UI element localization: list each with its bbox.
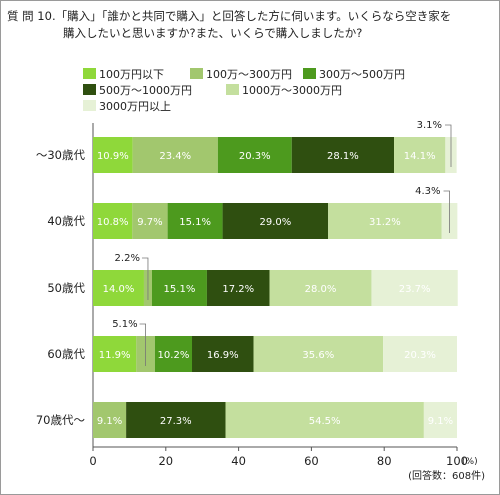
bar-segment: [93, 336, 137, 372]
bar-segment: [441, 203, 458, 239]
bar-segment: [217, 137, 292, 173]
x-tick-label: 80: [377, 454, 392, 468]
bar-segment: [93, 402, 127, 438]
legend-label: 300万～500万円: [319, 68, 405, 81]
data-label: 17.2%: [222, 284, 254, 295]
callout-leader-line: [443, 190, 450, 233]
callout-label: 4.3%: [415, 186, 440, 197]
data-label: 10.8%: [97, 217, 129, 228]
response-count-note: (回答数：608件): [408, 469, 485, 482]
bar-segment: [93, 137, 133, 173]
data-label: 9.1%: [97, 416, 122, 427]
bar-segment: [225, 402, 424, 438]
legend-label: 1000万～3000万円: [242, 84, 342, 97]
bar-segment: [383, 336, 457, 372]
category-label: 50歳代: [47, 281, 85, 295]
data-label: 23.7%: [399, 284, 431, 295]
bar-segment: [394, 137, 446, 173]
bar-segment: [291, 137, 395, 173]
bar-segment: [269, 270, 372, 306]
legend-label: 500万～1000万円: [99, 84, 192, 97]
legend-swatch: [190, 68, 203, 79]
bar-segment: [371, 270, 458, 306]
legend-swatch: [303, 68, 316, 79]
data-label: 35.6%: [302, 350, 334, 361]
legend-item: 500万～1000万円: [83, 84, 192, 97]
legend-item: 1000万～3000万円: [226, 84, 342, 97]
legend-label: 100万～300万円: [206, 68, 292, 81]
data-label: 16.9%: [207, 350, 239, 361]
data-label: 10.2%: [158, 350, 190, 361]
data-label: 14.0%: [103, 284, 135, 295]
bar-segment: [445, 137, 457, 173]
bar-segment: [222, 203, 329, 239]
data-label: 15.1%: [164, 284, 196, 295]
data-label: 10.9%: [97, 151, 129, 162]
data-label: 20.3%: [239, 151, 271, 162]
question-line-1: 「購入」「誰かと共同で購入」と回答した方に伺います。いくらなら空き家を: [55, 9, 452, 23]
legend-item: 100万円以下: [83, 68, 164, 81]
bar-segment: [93, 270, 144, 306]
category-label: ～30歳代: [36, 148, 86, 162]
data-label: 28.1%: [327, 151, 359, 162]
x-tick-label: 100: [446, 454, 468, 468]
data-label: 29.0%: [259, 217, 291, 228]
question-number: 質 問 10.: [7, 9, 56, 23]
legend-item: 300万～500万円: [303, 68, 405, 81]
data-label: 28.0%: [305, 284, 337, 295]
bar-segment: [423, 402, 457, 438]
legend-swatch: [83, 100, 96, 111]
legend-swatch: [83, 84, 96, 95]
bar-segment: [154, 336, 193, 372]
legend-swatch: [226, 84, 239, 95]
bar-segment: [143, 270, 152, 306]
data-label: 23.4%: [159, 151, 191, 162]
data-label: 9.7%: [137, 217, 162, 228]
data-label: 31.2%: [369, 217, 401, 228]
bar-segment: [328, 203, 442, 239]
callout-label: 3.1%: [417, 120, 442, 131]
question-line-2: 購入したいと思いますか?また、いくらで購入しましたか?: [63, 26, 363, 40]
category-label: 40歳代: [47, 214, 85, 228]
callout-leader-line: [139, 323, 146, 366]
bar-segment: [136, 336, 155, 372]
data-label: 27.3%: [160, 416, 192, 427]
x-tick-label: 60: [304, 454, 319, 468]
x-axis-unit: (%): [462, 457, 478, 467]
data-label: 11.9%: [99, 350, 131, 361]
bar-segment: [126, 402, 226, 438]
category-label: 70歳代～: [36, 413, 86, 427]
data-label: 20.3%: [404, 350, 436, 361]
bar-segment: [253, 336, 384, 372]
bar-segment: [151, 270, 207, 306]
callout-leader-line: [444, 124, 452, 167]
bar-segment: [132, 137, 218, 173]
data-label: 54.5%: [309, 416, 341, 427]
callout-label: 5.1%: [112, 319, 137, 330]
legend-label: 100万円以下: [99, 68, 164, 81]
bar-segment: [192, 336, 254, 372]
legend-swatch: [83, 68, 96, 79]
legend-item: 3000万円以上: [83, 100, 171, 113]
x-tick-label: 20: [158, 454, 173, 468]
legend-label: 3000万円以上: [99, 100, 171, 113]
question-text: 質 問 10.「購入」「誰かと共同で購入」と回答した方に伺います。いくらなら空き…: [7, 8, 452, 40]
data-label: 9.1%: [428, 416, 453, 427]
legend-item: 100万～300万円: [190, 68, 292, 81]
bar-segment: [206, 270, 270, 306]
x-tick-label: 40: [231, 454, 246, 468]
callout-label: 2.2%: [115, 253, 140, 264]
bar-segment: [167, 203, 223, 239]
data-label: 15.1%: [179, 217, 211, 228]
bar-segment: [132, 203, 168, 239]
bar-segment: [93, 203, 133, 239]
data-label: 14.1%: [404, 151, 436, 162]
x-tick-label: 0: [89, 454, 96, 468]
category-label: 60歳代: [47, 347, 85, 361]
callout-leader-line: [141, 257, 149, 300]
